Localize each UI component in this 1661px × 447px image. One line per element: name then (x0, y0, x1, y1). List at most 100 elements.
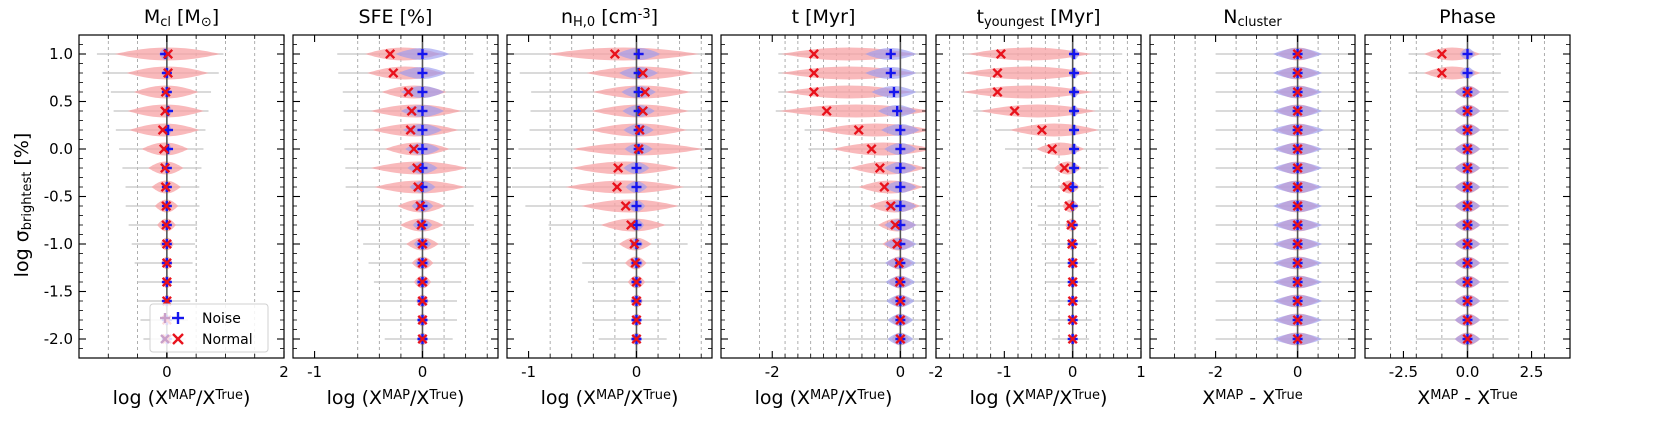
normal-marker (1462, 181, 1473, 193)
noise-marker (895, 201, 906, 211)
plot-area (507, 35, 712, 358)
plot-area (949, 35, 1128, 358)
normal-marker (161, 238, 172, 250)
normal-marker (1067, 276, 1078, 288)
normal-marker (1292, 219, 1303, 231)
y-tick-label: 1.0 (49, 45, 73, 63)
normal-marker (1462, 276, 1473, 288)
normal-marker (413, 181, 424, 193)
normal-marker (1462, 162, 1473, 174)
noise-marker (895, 163, 906, 173)
normal-marker (609, 48, 620, 60)
panel-6: -2 0 Ncluster XMAP - XTrue (1149, 6, 1356, 409)
normal-marker (403, 86, 414, 98)
normal-marker (634, 124, 645, 136)
x-tick-label: -1 (521, 363, 536, 381)
panel-7: -2.5 0.0 2.5 Phase XMAP - XTrue (1364, 6, 1571, 409)
normal-marker (895, 295, 906, 307)
normal-marker (417, 276, 428, 288)
normal-marker (1292, 124, 1303, 136)
noise-marker (1069, 125, 1080, 135)
y-tick-label: -1.0 (44, 235, 73, 253)
normal-marker (1462, 143, 1473, 155)
x-axis-label: XMAP - XTrue (1417, 387, 1518, 409)
x-axis-label: log (XMAP/XTrue) (970, 387, 1108, 409)
noise-marker (895, 182, 906, 192)
normal-marker (879, 181, 890, 193)
noise-marker (1462, 68, 1473, 78)
noise-marker (885, 49, 896, 59)
normal-marker (1292, 48, 1303, 60)
normal-marker (892, 238, 903, 250)
normal-marker (417, 333, 428, 345)
x-tick-label: 1 (1136, 363, 1146, 381)
noise-marker (631, 201, 642, 211)
x-tick-label: 0 (632, 363, 642, 381)
normal-marker (1067, 314, 1078, 326)
normal-marker (1009, 105, 1020, 117)
noise-marker (163, 125, 174, 135)
normal-marker (1462, 86, 1473, 98)
x-tick-label: 2 (279, 363, 289, 381)
normal-marker (874, 162, 885, 174)
noise-marker (1067, 182, 1078, 192)
x-tick-label: 0 (1068, 363, 1078, 381)
x-tick-label: -2.5 (1389, 363, 1418, 381)
x-tick-label: 0 (896, 363, 906, 381)
legend-label-normal: Normal (202, 332, 253, 348)
noise-marker (631, 182, 642, 192)
normal-marker (637, 105, 648, 117)
normal-marker (406, 105, 417, 117)
x-axis-label: log (XMAP/XTrue) (541, 387, 679, 409)
normal-marker (1292, 314, 1303, 326)
noise-marker (417, 87, 428, 97)
normal-marker (808, 67, 819, 79)
normal-marker (1066, 238, 1078, 250)
normal-marker (405, 124, 416, 136)
normal-marker (162, 67, 174, 79)
normal-marker (1462, 333, 1473, 345)
x-tick-label: -1 (307, 363, 322, 381)
normal-marker (417, 257, 428, 269)
normal-marker (161, 200, 172, 212)
noise-marker (417, 144, 428, 154)
panel-title: Phase (1439, 6, 1496, 28)
normal-marker (160, 86, 171, 98)
normal-marker (1067, 333, 1078, 345)
normal-marker (1462, 295, 1473, 307)
noise-marker (895, 144, 906, 154)
y-tick-label: 0.0 (49, 140, 73, 158)
plot-area (1174, 35, 1355, 358)
normal-marker (162, 48, 174, 60)
plot-area (1390, 35, 1545, 358)
normal-marker (161, 276, 172, 288)
normal-marker (161, 257, 172, 269)
noise-marker (1069, 144, 1080, 154)
normal-marker (388, 67, 399, 79)
noise-marker (631, 163, 642, 173)
noise-marker (895, 220, 906, 230)
normal-marker (629, 238, 640, 250)
normal-marker (821, 105, 832, 117)
normal-violin (831, 142, 926, 156)
normal-marker (416, 219, 427, 231)
normal-marker (1292, 276, 1303, 288)
normal-marker (1062, 181, 1073, 193)
normal-marker (890, 219, 901, 231)
normal-marker (1462, 124, 1473, 136)
normal-marker (631, 314, 642, 326)
normal-marker (1292, 238, 1303, 250)
normal-marker (808, 86, 819, 98)
panels-group: 1.0 0.5 0.0 -0.5 -1.0 -1.5 -2.0 0 2 Mcl [M⊙] log (… (44, 6, 1571, 409)
noise-marker (417, 49, 428, 59)
normal-marker (158, 143, 169, 155)
normal-marker (1036, 124, 1047, 136)
normal-marker (1292, 105, 1303, 117)
normal-marker (853, 124, 864, 136)
x-tick-label: -2 (929, 363, 944, 381)
normal-marker (1292, 257, 1303, 269)
normal-marker (1462, 219, 1473, 231)
axes-frame (935, 34, 1142, 359)
x-tick-label: -2 (765, 363, 780, 381)
normal-marker (160, 105, 171, 117)
